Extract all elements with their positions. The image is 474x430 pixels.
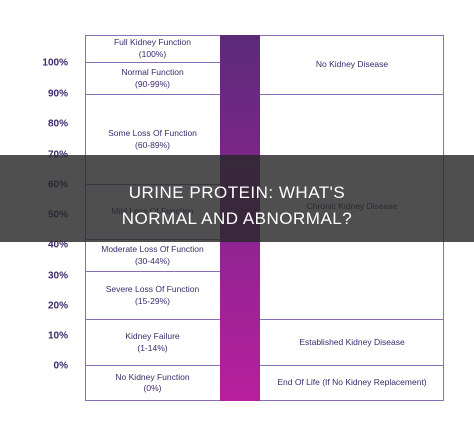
row-cell: Normal Function (90-99%) [85,63,220,95]
row-range: (90-99%) [135,78,170,89]
axis-label: 20% [47,300,68,312]
row-cell: Moderate Loss Of Function (30-44%) [85,240,220,272]
row-range: (30-44%) [135,255,170,266]
axis-label: 40% [47,239,68,251]
axis-label: 0% [53,360,68,372]
row-label: Full Kidney Function [113,37,191,48]
row-label: No Kidney Function [115,371,190,382]
stage-cell: End Of Life (If No Kidney Replacement) [260,366,444,401]
row-cell: Full Kidney Function (100%) [85,35,220,63]
row-range: (60-89%) [135,139,170,150]
stage-label: No Kidney Disease [315,58,389,69]
row-label: Severe Loss Of Function [105,284,200,295]
row-range: (15-29%) [135,295,170,306]
axis-label: 30% [47,270,68,282]
row-cell: Kidney Failure (1-14%) [85,320,220,366]
title-banner: URINE PROTEIN: WHAT'S NORMAL AND ABNORMA… [0,155,474,242]
row-label: Some Loss Of Function [108,128,197,139]
axis-label: 100% [42,57,68,69]
banner-line: NORMAL AND ABNORMAL? [121,209,353,228]
stage-label: End Of Life (If No Kidney Replacement) [277,377,427,388]
row-range: (0%) [143,383,162,393]
row-label: Kidney Failure [125,331,180,342]
axis-label: 80% [47,118,68,130]
row-cell: Severe Loss Of Function (15-29%) [85,272,220,320]
banner-line: URINE PROTEIN: WHAT'S [128,183,346,202]
row-cell: No Kidney Function (0%) [85,366,220,401]
stage-cell: Established Kidney Disease [260,320,444,366]
row-label: Moderate Loss Of Function [101,244,204,255]
stage-cell: No Kidney Disease [260,35,444,95]
row-range: (100%) [138,48,167,59]
row-range: (1-14%) [137,342,168,353]
axis-label: 10% [47,330,68,342]
row-label: Normal Function [121,67,184,78]
stage-label: Established Kidney Disease [299,336,405,347]
axis-label: 90% [47,88,68,100]
